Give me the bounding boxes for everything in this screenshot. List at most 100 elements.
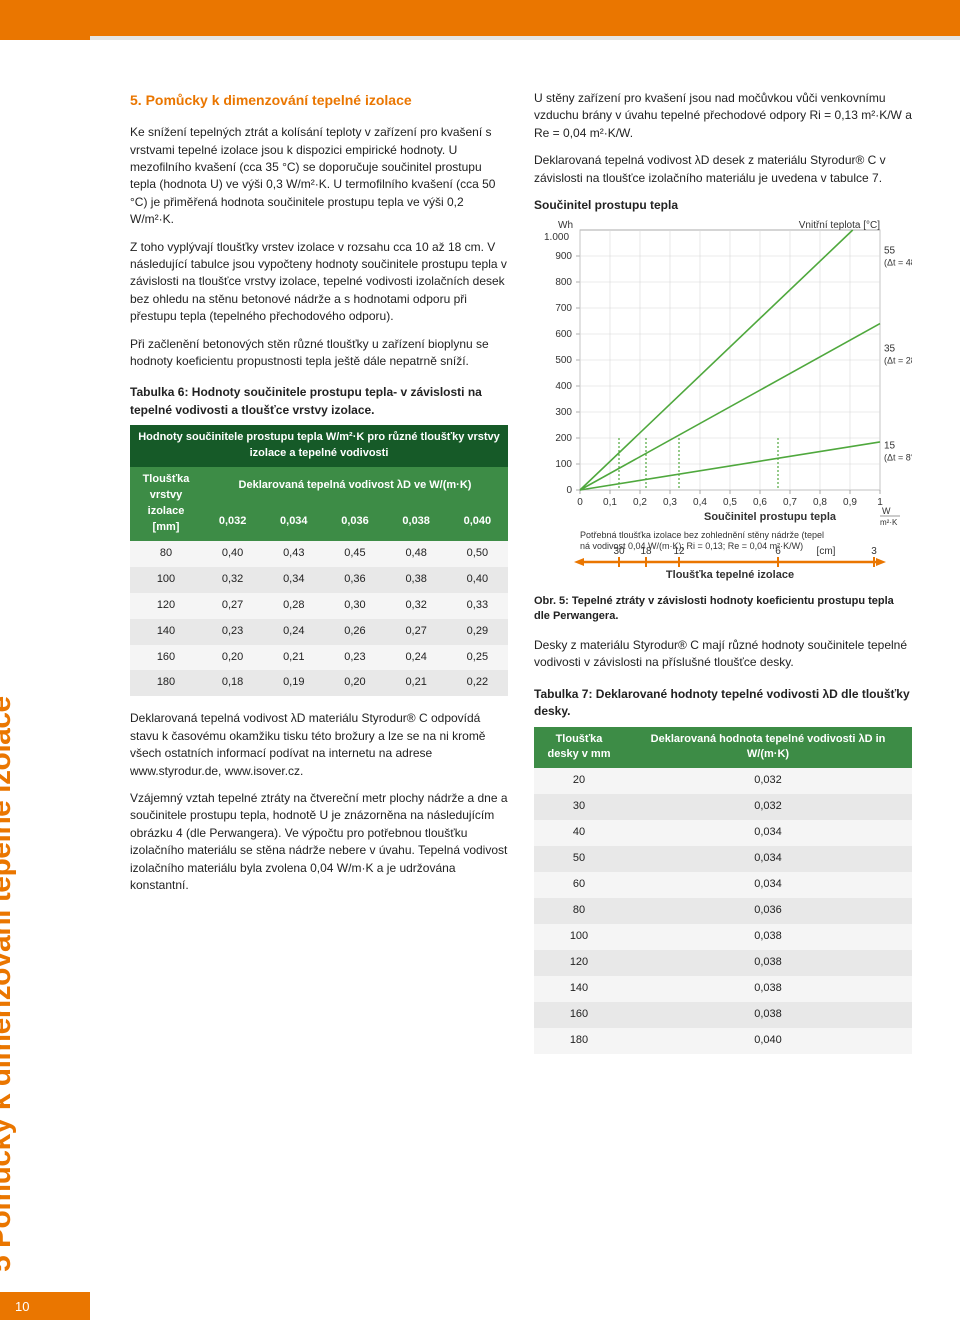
svg-text:0: 0 bbox=[566, 485, 572, 496]
section-heading: 5. Pomůcky k dimenzování tepelné izolace bbox=[130, 90, 508, 110]
svg-text:30: 30 bbox=[613, 546, 625, 557]
chart-title: Součinitel prostupu tepla bbox=[534, 197, 912, 214]
cell: 0,40 bbox=[202, 541, 263, 567]
svg-text:Součinitel prostupu tepla: Součinitel prostupu tepla bbox=[704, 511, 837, 523]
svg-text:0,2: 0,2 bbox=[633, 497, 647, 508]
cell: 0,038 bbox=[624, 1002, 912, 1028]
table-row: 1400,230,240,260,270,29 bbox=[130, 619, 508, 645]
cell: 140 bbox=[130, 619, 202, 645]
svg-text:600: 600 bbox=[555, 329, 572, 340]
cell: 60 bbox=[534, 872, 624, 898]
cell: 0,30 bbox=[324, 593, 385, 619]
svg-text:W: W bbox=[882, 506, 891, 516]
svg-text:100: 100 bbox=[555, 459, 572, 470]
cell: 100 bbox=[130, 567, 202, 593]
table-row: 1600,200,210,230,240,25 bbox=[130, 645, 508, 671]
cell: 0,25 bbox=[447, 645, 508, 671]
cell: 0,27 bbox=[386, 619, 447, 645]
cell: 80 bbox=[534, 898, 624, 924]
cell: 0,33 bbox=[447, 593, 508, 619]
svg-text:0,9: 0,9 bbox=[843, 497, 857, 508]
table-row: 600,034 bbox=[534, 872, 912, 898]
cell: 180 bbox=[130, 670, 202, 696]
cell: 180 bbox=[534, 1028, 624, 1054]
vertical-section-title: 5 Pomůcky k dimenzování tepelné izolace bbox=[0, 696, 18, 1272]
cell: 50 bbox=[534, 846, 624, 872]
left-gutter: 5 Pomůcky k dimenzování tepelné izolace bbox=[0, 40, 90, 1332]
cell: 0,034 bbox=[624, 846, 912, 872]
table-6: Hodnoty součinitele prostupu tepla W/m²·… bbox=[130, 425, 508, 696]
svg-text:m²·K: m²·K bbox=[880, 518, 898, 527]
cell: 0,19 bbox=[263, 670, 324, 696]
paragraph: Deklarovaná tepelná vodivost λD desek z … bbox=[534, 152, 912, 187]
table7-caption: Tabulka 7: Deklarované hodnoty tepelné v… bbox=[534, 686, 912, 721]
svg-text:[cm]: [cm] bbox=[817, 546, 836, 557]
table-row: 1200,038 bbox=[534, 950, 912, 976]
cell: 0,20 bbox=[324, 670, 385, 696]
cell: 0,038 bbox=[624, 976, 912, 1002]
cell: 160 bbox=[130, 645, 202, 671]
cell: 0,036 bbox=[624, 898, 912, 924]
t6-lambda-header: 0,036 bbox=[324, 504, 385, 541]
svg-text:Tloušťka tepelné izolace: Tloušťka tepelné izolace bbox=[666, 569, 794, 581]
svg-text:800: 800 bbox=[555, 277, 572, 288]
table-row: 400,034 bbox=[534, 820, 912, 846]
svg-text:6: 6 bbox=[775, 546, 781, 557]
t6-lambda-header: 0,040 bbox=[447, 504, 508, 541]
cell: 0,27 bbox=[202, 593, 263, 619]
table6-caption: Tabulka 6: Hodnoty součinitele prostupu … bbox=[130, 384, 508, 419]
cell: 0,032 bbox=[624, 768, 912, 794]
t7-col1: Tloušťka desky v mm bbox=[534, 727, 624, 769]
paragraph: Desky z materiálu Styrodur® C mají různé… bbox=[534, 637, 912, 672]
cell: 0,032 bbox=[624, 794, 912, 820]
svg-text:0,8: 0,8 bbox=[813, 497, 827, 508]
t6-lambda-header: 0,038 bbox=[386, 504, 447, 541]
cell: 0,32 bbox=[386, 593, 447, 619]
figure-caption: Obr. 5: Tepelné ztráty v závislosti hodn… bbox=[534, 594, 912, 623]
t6-lambda-header: 0,032 bbox=[202, 504, 263, 541]
svg-text:0,1: 0,1 bbox=[603, 497, 617, 508]
cell: 0,034 bbox=[624, 820, 912, 846]
cell: 0,24 bbox=[263, 619, 324, 645]
content-area: 5. Pomůcky k dimenzování tepelné izolace… bbox=[130, 90, 920, 1054]
chart: 010020030040050060070080090000,10,20,30,… bbox=[534, 218, 912, 588]
t6-lambda-header: 0,034 bbox=[263, 504, 324, 541]
cell: 100 bbox=[534, 924, 624, 950]
svg-text:Potřebná tloušťka izolace bez: Potřebná tloušťka izolace bez zohlednění… bbox=[580, 530, 824, 540]
svg-text:(Δt = 48°): (Δt = 48°) bbox=[884, 258, 912, 268]
table-row: 300,032 bbox=[534, 794, 912, 820]
cell: 120 bbox=[130, 593, 202, 619]
t7-col2: Deklarovaná hodnota tepelné vodivosti λD… bbox=[624, 727, 912, 769]
cell: 0,034 bbox=[624, 872, 912, 898]
svg-text:15: 15 bbox=[884, 441, 896, 452]
cell: 120 bbox=[534, 950, 624, 976]
cell: 40 bbox=[534, 820, 624, 846]
top-grey-bar bbox=[90, 36, 960, 40]
svg-text:0: 0 bbox=[577, 497, 583, 508]
svg-text:3: 3 bbox=[871, 546, 877, 557]
table-row: 1600,038 bbox=[534, 1002, 912, 1028]
top-orange-bar bbox=[0, 0, 960, 36]
cell: 0,32 bbox=[202, 567, 263, 593]
svg-text:400: 400 bbox=[555, 381, 572, 392]
t6-col-lambda: Deklarovaná tepelná vodivost λD ve W/(m·… bbox=[202, 467, 508, 504]
cell: 0,18 bbox=[202, 670, 263, 696]
cell: 0,038 bbox=[624, 950, 912, 976]
table-row: 1000,038 bbox=[534, 924, 912, 950]
t6-col-thickness: Tloušťka vrstvy izolace [mm] bbox=[130, 467, 202, 541]
cell: 0,23 bbox=[324, 645, 385, 671]
cell: 0,26 bbox=[324, 619, 385, 645]
svg-text:18: 18 bbox=[640, 546, 652, 557]
cell: 0,23 bbox=[202, 619, 263, 645]
svg-text:12: 12 bbox=[673, 546, 685, 557]
cell: 80 bbox=[130, 541, 202, 567]
cell: 0,21 bbox=[263, 645, 324, 671]
svg-text:(Δt = 28°): (Δt = 28°) bbox=[884, 356, 912, 366]
cell: 30 bbox=[534, 794, 624, 820]
svg-text:35: 35 bbox=[884, 344, 896, 355]
cell: 0,38 bbox=[386, 567, 447, 593]
table-row: 1000,320,340,360,380,40 bbox=[130, 567, 508, 593]
svg-text:700: 700 bbox=[555, 303, 572, 314]
cell: 0,43 bbox=[263, 541, 324, 567]
svg-text:0,4: 0,4 bbox=[693, 497, 707, 508]
